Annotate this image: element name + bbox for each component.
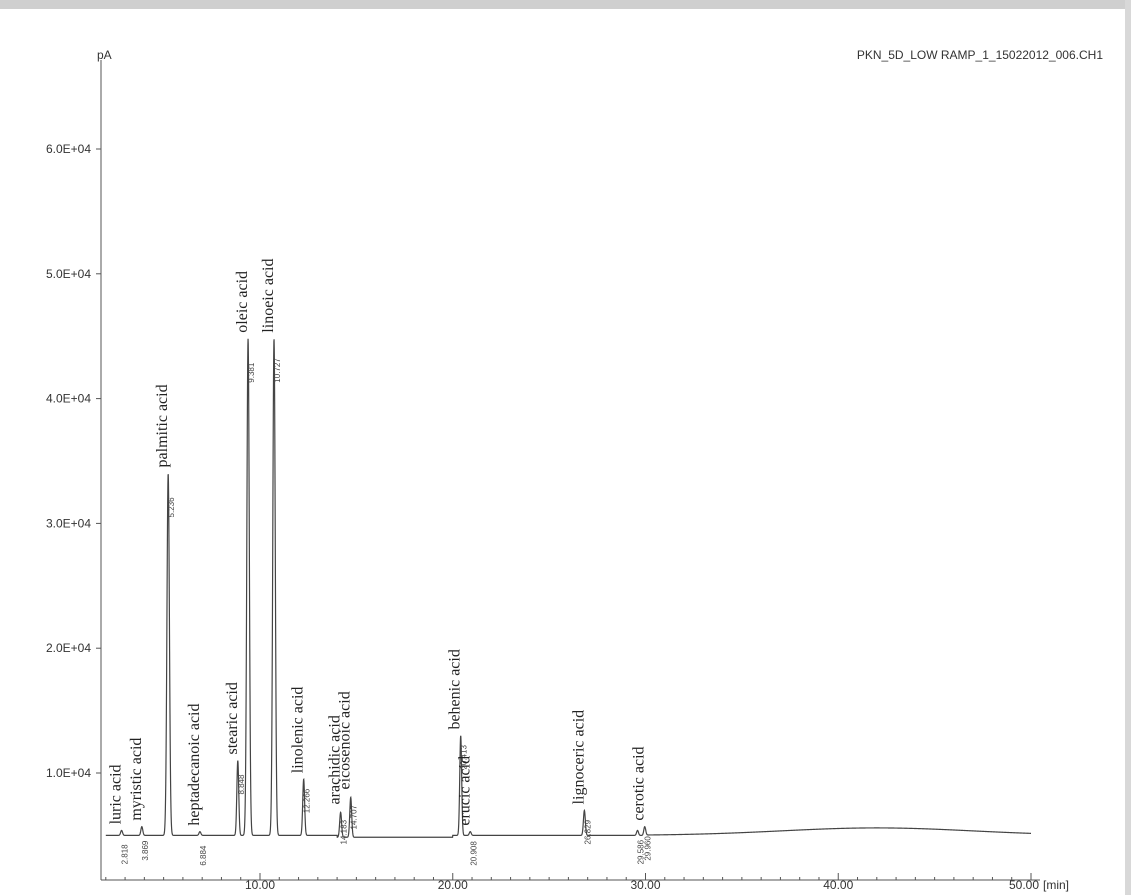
y-tick-label: 3.0E+04: [46, 516, 91, 530]
retention-time-label: 3.869: [141, 840, 150, 861]
y-tick-label: 4.0E+04: [46, 392, 91, 406]
signal-trace: [105, 338, 1031, 839]
x-tick-label: 30.00: [630, 878, 660, 892]
y-tick-label: 2.0E+04: [46, 641, 91, 655]
peak-name-label: cerotic acid: [631, 746, 648, 820]
peak-name-label: linolenic acid: [290, 687, 307, 774]
x-ticks: 10.00 20.00 30.00 40.00 50.00: [105, 873, 1039, 892]
y-tick-label: 5.0E+04: [46, 267, 91, 281]
x-tick-label: 40.00: [823, 878, 853, 892]
peak-name-label: eicosenoic acid: [337, 691, 354, 789]
peak-name-label: myristic acid: [128, 738, 145, 821]
x-tick-label: 10.00: [245, 878, 275, 892]
retention-time-label: 20.908: [469, 841, 478, 866]
peak-labels: 2.818 luric acid 3.869 myristic acid 5.236 pa…: [108, 259, 653, 866]
retention-time-label: 2.818: [121, 844, 130, 865]
retention-time-label: 9.381: [247, 362, 256, 383]
x-tick-label: 20.00: [438, 878, 468, 892]
retention-time-label: 26.829: [583, 819, 592, 844]
peak-name-label: linoeic acid: [260, 259, 277, 333]
retention-time-label: 10.727: [273, 358, 282, 383]
x-tick-label: 50.00: [1009, 878, 1039, 892]
retention-time-label: 20.413: [460, 745, 469, 770]
y-tick-label: 6.0E+04: [46, 142, 91, 156]
y-ticks: 1.0E+04 2.0E+04 3.0E+04 4.0E+04 5.0E+04 6.0E+…: [46, 142, 101, 780]
retention-time-label: 29.960: [644, 836, 653, 861]
chart-title: PKN_5D_LOW RAMP_1_15022012_006.CH1: [857, 48, 1103, 62]
y-axis-label: pA: [97, 48, 112, 62]
retention-time-label: 14.707: [350, 804, 359, 829]
retention-time-label: 14.183: [340, 819, 349, 844]
x-axis-unit: [min]: [1043, 878, 1069, 892]
right-border: [1125, 0, 1131, 895]
peak-name-label: heptadecanoic acid: [186, 703, 203, 825]
peak-name-label: stearic acid: [224, 682, 241, 754]
top-border: [0, 0, 1131, 9]
retention-time-label: 29.586: [637, 839, 646, 864]
peak-name-label: lignoceric acid: [570, 710, 587, 805]
retention-time-label: 6.884: [199, 845, 208, 866]
peak-name-label: oleic acid: [234, 271, 251, 333]
peak-name-label: palmitic acid: [154, 384, 171, 467]
y-tick-label: 1.0E+04: [46, 766, 91, 780]
retention-time-label: 5.236: [167, 497, 176, 518]
peak-name-label: erucic acid: [456, 756, 473, 826]
retention-time-label: 12.266: [303, 788, 312, 813]
peak-name-label: arachidic acid: [327, 715, 344, 804]
peak-name-label: luric acid: [108, 764, 125, 824]
retention-time-label: 8.848: [237, 774, 246, 795]
peak-name-label: behenic acid: [447, 649, 464, 729]
